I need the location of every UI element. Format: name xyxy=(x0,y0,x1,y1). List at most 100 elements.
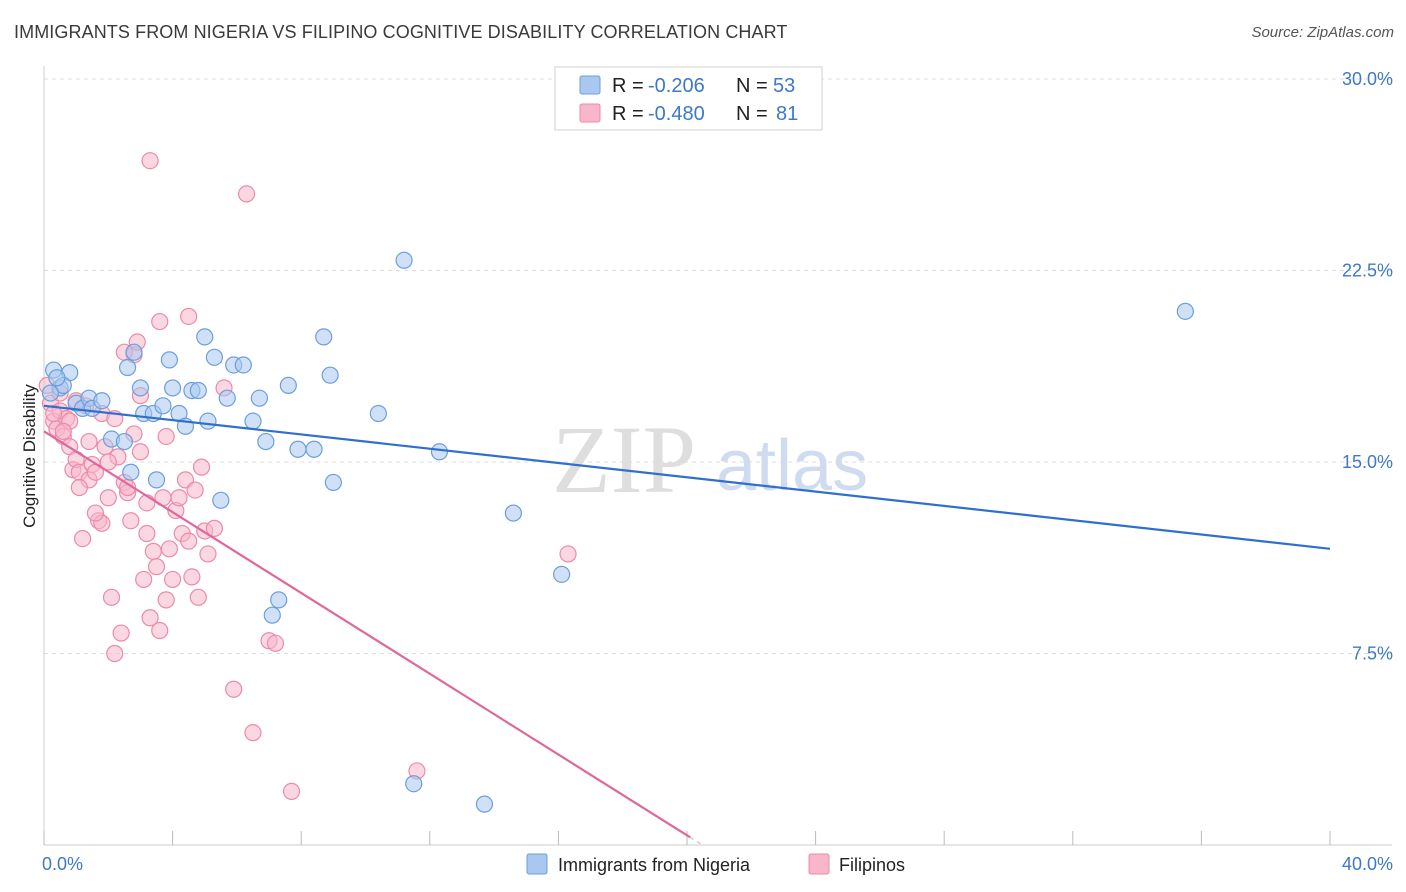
filipino-point xyxy=(164,570,182,589)
filipino-point xyxy=(70,478,88,497)
series-label-nigeria: Immigrants from Nigeria xyxy=(558,855,751,875)
nigeria-point xyxy=(430,443,449,461)
filipino-point xyxy=(205,519,223,537)
nigeria-point xyxy=(125,343,143,361)
nigeria-point xyxy=(48,369,66,387)
filipino-point xyxy=(131,443,150,461)
filipino-point xyxy=(141,609,159,627)
nigeria-point xyxy=(553,565,571,583)
filipino-point xyxy=(112,624,130,642)
nigeria-point xyxy=(263,606,281,624)
filipino-point xyxy=(106,644,124,663)
nigeria-point xyxy=(244,412,262,430)
filipino-point xyxy=(157,427,175,446)
nigeria-point xyxy=(41,384,60,402)
filipino-point xyxy=(189,588,207,606)
filipino-point xyxy=(141,152,159,170)
nigeria-point xyxy=(160,351,178,369)
filipino-point xyxy=(99,453,117,471)
filipino-point xyxy=(180,532,198,550)
nigeria-point xyxy=(164,379,182,397)
y-tick-label: 7.5% xyxy=(1352,644,1393,664)
filipino-point xyxy=(73,529,92,548)
filipino-point xyxy=(170,489,188,507)
nigeria-point xyxy=(189,381,207,400)
nigeria-point xyxy=(250,389,269,407)
filipino-point xyxy=(225,680,243,698)
nigeria-point xyxy=(369,404,387,423)
legend-swatch-nigeria xyxy=(579,75,601,95)
watermark: ZIP atlas xyxy=(552,406,868,513)
legend-n-label-nigeria: N = xyxy=(736,75,768,97)
nigeria-point xyxy=(218,389,236,407)
nigeria-point xyxy=(279,376,297,394)
trend-layer xyxy=(43,404,1331,846)
watermark-atlas: atlas xyxy=(716,426,868,506)
x-tick-label-max: 40.0% xyxy=(1342,854,1393,874)
series-swatch-nigeria xyxy=(526,853,548,875)
nigeria-point xyxy=(315,328,333,346)
legend-r-label-nigeria: R = xyxy=(612,75,644,97)
series-legend: Immigrants from Nigeria Filipinos xyxy=(526,853,905,875)
nigeria-point xyxy=(154,397,172,415)
filipino-point xyxy=(86,504,105,522)
filipino-point xyxy=(144,542,162,560)
filipino-point xyxy=(45,404,63,423)
nigeria-point xyxy=(93,392,111,410)
points-layer xyxy=(38,152,1194,813)
nigeria-point xyxy=(1176,302,1194,320)
filipino-point xyxy=(102,588,121,606)
x-tick-label-min: 0.0% xyxy=(42,854,83,874)
y-tick-label: 22.5% xyxy=(1342,261,1393,281)
legend-n-value-nigeria: 53 xyxy=(773,75,795,97)
series-label-filipino: Filipinos xyxy=(839,855,905,875)
nigeria-point xyxy=(289,440,307,458)
filipino-point xyxy=(282,782,301,800)
nigeria-point xyxy=(257,432,275,451)
filipino-trend-extension xyxy=(689,836,703,846)
filipino-point xyxy=(559,545,577,563)
filipino-point xyxy=(199,545,217,563)
filipino-point xyxy=(122,512,140,530)
y-axis-title: Cognitive Disability xyxy=(20,384,39,528)
filipino-point xyxy=(180,307,198,326)
nigeria-point xyxy=(395,251,413,269)
filipino-point xyxy=(151,312,169,331)
nigeria-point xyxy=(504,504,522,522)
nigeria-point xyxy=(118,358,137,377)
nigeria-point xyxy=(321,366,339,384)
filipino-point xyxy=(192,458,211,476)
filipino-point xyxy=(138,524,156,543)
nigeria-point xyxy=(405,775,423,793)
legend-r-value-nigeria: -0.206 xyxy=(648,75,705,97)
nigeria-point xyxy=(115,432,133,451)
filipino-point xyxy=(160,540,178,558)
filipino-point xyxy=(183,568,201,586)
legend-n-value-filipino: 81 xyxy=(776,103,798,125)
filipino-trend-line xyxy=(43,430,691,839)
nigeria-point xyxy=(212,491,230,509)
grid-layer: 7.5% 15.0% 22.5% 30.0% xyxy=(44,69,1393,664)
nigeria-trend-line xyxy=(43,404,1331,550)
nigeria-point xyxy=(205,348,223,366)
series-swatch-filipino xyxy=(808,853,830,875)
nigeria-point xyxy=(324,473,342,492)
filipino-point xyxy=(244,724,262,742)
chart-title: IMMIGRANTS FROM NIGERIA VS FILIPINO COGN… xyxy=(14,22,788,42)
filipino-point xyxy=(151,621,169,640)
legend-swatch-filipino xyxy=(579,103,601,123)
y-tick-label: 15.0% xyxy=(1342,452,1393,472)
nigeria-point xyxy=(147,471,166,489)
filipino-point xyxy=(54,422,72,440)
filipino-point xyxy=(99,489,117,507)
nigeria-point xyxy=(196,328,214,346)
watermark-zip: ZIP xyxy=(552,406,696,513)
nigeria-point xyxy=(475,795,494,813)
legend-n-label-filipino: N = xyxy=(736,103,768,125)
stats-legend: R = -0.206 N = 53 R = -0.480 N = 81 xyxy=(554,66,823,131)
filipino-point xyxy=(80,432,98,451)
filipino-point xyxy=(147,558,166,576)
axes-layer: 0.0% 40.0% xyxy=(42,66,1393,874)
filipino-point xyxy=(266,634,285,652)
